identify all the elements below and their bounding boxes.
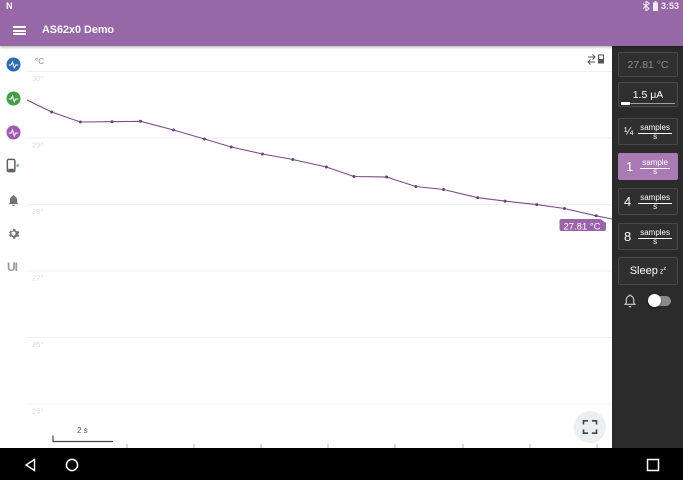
svg-text:30°: 30°: [32, 74, 43, 83]
svg-text:2 s: 2 s: [77, 426, 88, 435]
svg-text:27.81 °C: 27.81 °C: [563, 222, 600, 233]
svg-text:27°: 27°: [32, 274, 43, 283]
svg-text:°C: °C: [35, 57, 44, 66]
svg-text:29°: 29°: [32, 141, 43, 150]
svg-text:28°: 28°: [32, 207, 43, 216]
svg-text:26°: 26°: [32, 340, 43, 349]
svg-text:25°: 25°: [32, 407, 43, 416]
